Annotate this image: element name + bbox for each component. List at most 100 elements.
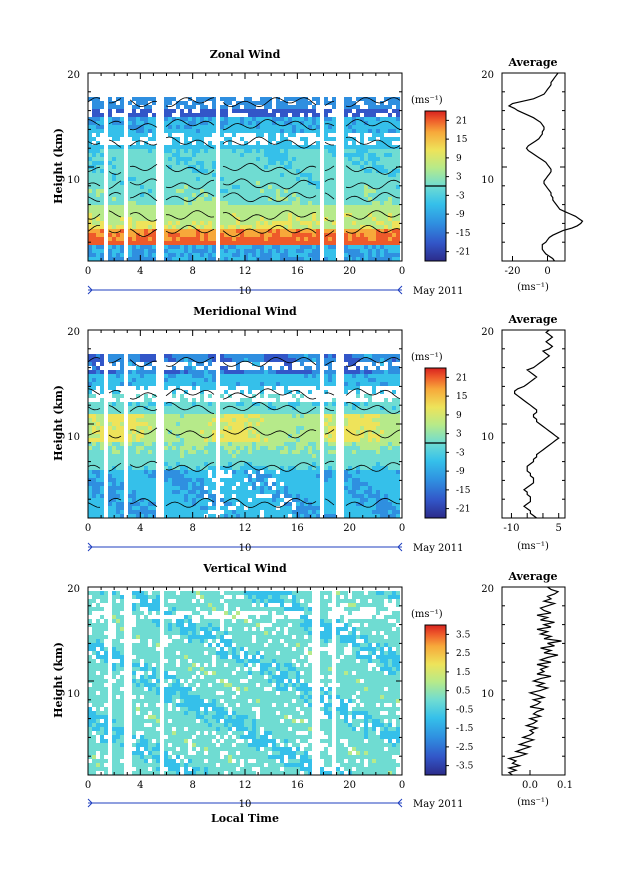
- heatmap-cell: [372, 193, 376, 197]
- heatmap-cell: [376, 434, 380, 438]
- heatmap-cell: [304, 410, 308, 414]
- heatmap-cell: [188, 197, 192, 201]
- heatmap-cell: [176, 253, 180, 257]
- heatmap-cell: [264, 253, 268, 257]
- heatmap-cell: [356, 201, 360, 205]
- heatmap-cell: [136, 402, 140, 406]
- heatmap-cell: [304, 374, 308, 378]
- heatmap-cell: [224, 169, 228, 173]
- heatmap-cell: [316, 161, 320, 165]
- heatmap-cell: [248, 149, 252, 153]
- heatmap-cell: [132, 157, 136, 161]
- heatmap-cell: [200, 125, 204, 129]
- heatmap-cell: [324, 486, 328, 490]
- heatmap-cell: [372, 125, 376, 129]
- heatmap-cell: [252, 362, 256, 366]
- heatmap-cell: [280, 374, 284, 378]
- heatmap-cell: [204, 181, 208, 185]
- heatmap-cell: [132, 402, 136, 406]
- heatmap-cell: [356, 209, 360, 213]
- heatmap-cell: [144, 438, 148, 442]
- heatmap-cell: [96, 125, 100, 129]
- heatmap-cell: [184, 482, 188, 486]
- heatmap-cell: [300, 462, 304, 466]
- heatmap-cell: [212, 474, 216, 478]
- heatmap-cell: [208, 450, 212, 454]
- heatmap-cell: [240, 390, 244, 394]
- heatmap-cell: [392, 382, 396, 386]
- heatmap-cell: [304, 462, 308, 466]
- heatmap-cell: [180, 458, 184, 462]
- heatmap-cell: [252, 209, 256, 213]
- heatmap-cell: [376, 225, 380, 229]
- heatmap-cell: [272, 257, 276, 261]
- heatmap-cell: [212, 442, 216, 446]
- heatmap-cell: [372, 362, 376, 366]
- heatmap-cell: [148, 450, 152, 454]
- heatmap-cell: [196, 129, 200, 133]
- heatmap-cell: [332, 245, 336, 249]
- heatmap-cell: [172, 366, 176, 370]
- heatmap-cell: [144, 169, 148, 173]
- heatmap-cell: [328, 362, 332, 366]
- heatmap-cell: [304, 197, 308, 201]
- heatmap-cell: [268, 201, 272, 205]
- heatmap-cell: [144, 189, 148, 193]
- heatmap-cell: [212, 450, 216, 454]
- heatmap-cell: [284, 253, 288, 257]
- heatmap-cell: [396, 458, 400, 462]
- heatmap-cell: [164, 205, 168, 209]
- heatmap-cell: [112, 145, 116, 149]
- heatmap-cell: [348, 185, 352, 189]
- heatmap-cell: [236, 125, 240, 129]
- heatmap-cell: [324, 181, 328, 185]
- heatmap-cell: [264, 225, 268, 229]
- heatmap-cell: [148, 418, 152, 422]
- heatmap-cell: [256, 382, 260, 386]
- heatmap-cell: [276, 378, 280, 382]
- heatmap-cell: [172, 177, 176, 181]
- heatmap-cell: [148, 149, 152, 153]
- heatmap-cell: [116, 490, 120, 494]
- heatmap-cell: [332, 101, 336, 105]
- heatmap-cell: [380, 245, 384, 249]
- heatmap-cell: [148, 438, 152, 442]
- heatmap-cell: [220, 434, 224, 438]
- heatmap-cell: [108, 109, 112, 113]
- heatmap-cell: [388, 161, 392, 165]
- heatmap-cell: [232, 454, 236, 458]
- heatmap-cell: [360, 213, 364, 217]
- heatmap-cell: [264, 221, 268, 225]
- heatmap-cell: [152, 253, 156, 257]
- heatmap-cell: [264, 450, 268, 454]
- heatmap-cell: [188, 253, 192, 257]
- heatmap-cell: [372, 378, 376, 382]
- heatmap-cell: [292, 97, 296, 101]
- heatmap-cell: [332, 470, 336, 474]
- heatmap-cell: [228, 97, 232, 101]
- heatmap-cell: [388, 466, 392, 470]
- heatmap-cell: [276, 97, 280, 101]
- heatmap-cell: [344, 466, 348, 470]
- heatmap-cell: [152, 410, 156, 414]
- heatmap-cell: [136, 414, 140, 418]
- heatmap-cell: [168, 161, 172, 165]
- heatmap-cell: [296, 197, 300, 201]
- heatmap-cell: [168, 249, 172, 253]
- heatmap-cell: [236, 169, 240, 173]
- heatmap-cell: [276, 410, 280, 414]
- heatmap-cell: [148, 253, 152, 257]
- heatmap-cell: [132, 494, 136, 498]
- heatmap-cell: [244, 414, 248, 418]
- heatmap-cell: [280, 217, 284, 221]
- heatmap-cell: [172, 97, 176, 101]
- heatmap-cell: [376, 482, 380, 486]
- heatmap-cell: [136, 494, 140, 498]
- heatmap-cell: [144, 213, 148, 217]
- heatmap-cell: [172, 217, 176, 221]
- heatmap-cell: [344, 185, 348, 189]
- heatmap-cell: [344, 450, 348, 454]
- heatmap-cell: [356, 434, 360, 438]
- heatmap-cell: [284, 430, 288, 434]
- heatmap-cell: [228, 169, 232, 173]
